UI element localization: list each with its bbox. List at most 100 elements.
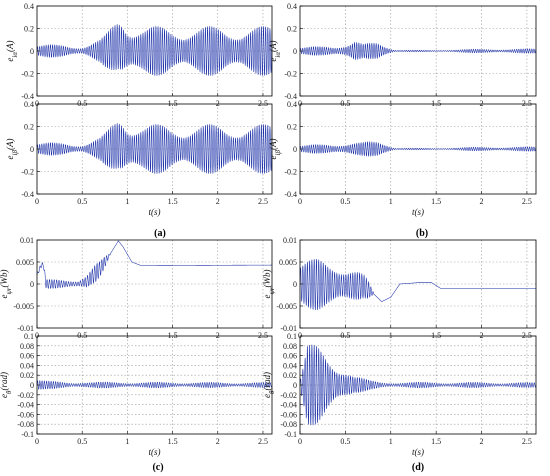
y-tick-label: 0 bbox=[293, 47, 297, 56]
x-tick-label: 0.5 bbox=[77, 99, 87, 108]
y-tick-label: 0.005 bbox=[279, 258, 297, 267]
y-tick-label: 0.1 bbox=[24, 332, 34, 341]
y-tick-label: 0.04 bbox=[283, 361, 297, 370]
y-tick-label: -0.4 bbox=[284, 92, 297, 101]
y-axis-label: eψr(Wb) bbox=[262, 269, 276, 298]
series-line bbox=[300, 141, 536, 157]
y-tick-label: 0.01 bbox=[283, 236, 297, 245]
x-tick-label: 1 bbox=[389, 331, 393, 340]
y-tick-label: 0.2 bbox=[24, 123, 34, 132]
y-tick-label: -0.005 bbox=[276, 302, 297, 311]
y-tick-label: -0.2 bbox=[284, 70, 297, 79]
x-tick-label: 2 bbox=[216, 331, 220, 340]
y-tick-label: -0.2 bbox=[21, 168, 34, 177]
x-axis-label: t(s) bbox=[412, 207, 424, 217]
x-tick-label: 2 bbox=[216, 99, 220, 108]
x-axis-label: t(s) bbox=[412, 447, 424, 457]
x-tick-label: 1.5 bbox=[431, 197, 441, 206]
y-tick-label: -0.02 bbox=[280, 391, 297, 400]
panel-label-a: (a) bbox=[154, 228, 166, 239]
y-axis-label: eiα(A) bbox=[268, 40, 282, 61]
x-tick-label: 2.5 bbox=[258, 331, 268, 340]
x-tick-label: 0 bbox=[298, 99, 302, 108]
y-tick-label: -0.2 bbox=[284, 168, 297, 177]
y-tick-label: -0.01 bbox=[17, 324, 34, 333]
x-tick-label: 2.5 bbox=[258, 197, 268, 206]
y-tick-label: -0.4 bbox=[21, 92, 34, 101]
x-tick-label: 2.5 bbox=[522, 437, 532, 446]
y-tick-label: 0.08 bbox=[283, 342, 297, 351]
y-tick-label: -0.06 bbox=[280, 410, 297, 419]
x-tick-label: 0.5 bbox=[77, 437, 87, 446]
chart-d-top: 0 0.5 1 1.5 2 2.5 -0.01 -0.005 0 0.005 0.01 eψr(Wb) bbox=[262, 236, 537, 340]
x-tick-label: 0.5 bbox=[340, 331, 350, 340]
x-tick-label: 2 bbox=[480, 197, 484, 206]
y-tick-label: -0.06 bbox=[17, 410, 34, 419]
y-axis-label: eiα(A) bbox=[5, 40, 19, 61]
y-axis-label: eθ(rad) bbox=[262, 372, 276, 398]
y-tick-label: 0.4 bbox=[287, 100, 297, 109]
series-line bbox=[37, 240, 272, 289]
x-tick-label: 1.5 bbox=[168, 99, 178, 108]
x-tick-label: 1 bbox=[389, 99, 393, 108]
x-tick-label: 1.5 bbox=[168, 437, 178, 446]
x-tick-label: 0 bbox=[298, 197, 302, 206]
series-line bbox=[300, 259, 536, 311]
y-tick-label: -0.2 bbox=[21, 70, 34, 79]
y-tick-label: 0.4 bbox=[287, 2, 297, 11]
y-tick-label: 0.04 bbox=[20, 361, 34, 370]
x-tick-label: 0.5 bbox=[340, 197, 350, 206]
y-tick-label: 0 bbox=[30, 47, 34, 56]
x-tick-label: 0.5 bbox=[77, 197, 87, 206]
x-tick-label: 0 bbox=[35, 331, 39, 340]
x-tick-label: 1 bbox=[125, 331, 129, 340]
y-tick-label: 0 bbox=[30, 381, 34, 390]
chart-c-bottom: 0 0.5 1 1.5 2 2.5-0.1-0.08-0.06-0.04-0.0200.0… bbox=[0, 332, 273, 457]
y-tick-label: -0.08 bbox=[280, 420, 297, 429]
x-tick-label: 2.5 bbox=[258, 437, 268, 446]
panel-label-d: (d) bbox=[412, 462, 424, 473]
x-tick-label: 0 bbox=[298, 331, 302, 340]
x-tick-label: 1.5 bbox=[431, 437, 441, 446]
chart-d-bottom: 0 0.5 1 1.5 2 2.5-0.1-0.08-0.06-0.04-0.0200.0… bbox=[262, 332, 537, 457]
x-tick-label: 2.5 bbox=[258, 99, 268, 108]
chart-b-top: 0 0.5 1 1.5 2 2.5 -0.4 -0.2 0 0.2 0.4 eiα(A) bbox=[268, 2, 537, 108]
series-line bbox=[37, 380, 272, 390]
y-tick-label: -0.01 bbox=[280, 324, 297, 333]
chart-c-top: 0 0.5 1 1.5 2 2.5 -0.01 -0.005 0 0.005 0.01 eψr(Wb) bbox=[0, 236, 273, 340]
x-axis-label: t(s) bbox=[149, 207, 161, 217]
x-tick-label: 0 bbox=[298, 437, 302, 446]
series-line bbox=[300, 344, 536, 426]
y-tick-label: 0 bbox=[293, 280, 297, 289]
x-tick-label: 0.5 bbox=[340, 437, 350, 446]
y-tick-label: -0.1 bbox=[284, 430, 297, 439]
x-tick-label: 2 bbox=[480, 331, 484, 340]
y-tick-label: -0.02 bbox=[17, 391, 34, 400]
x-tick-label: 1 bbox=[125, 197, 129, 206]
y-tick-label: 0.02 bbox=[20, 371, 34, 380]
y-tick-label: -0.08 bbox=[17, 420, 34, 429]
y-tick-label: 0.1 bbox=[287, 332, 297, 341]
chart-a-bottom: 0 0.5 1 1.5 2 2.5 -0.4 -0.2 0 0.2 0.4 eiβ(A) t(s) bbox=[5, 100, 273, 217]
chart-a-top: 0 0.5 1 1.5 2 2.5 -0.4 -0.2 0 0.2 0.4 eiα(A) bbox=[5, 2, 273, 108]
x-tick-label: 2 bbox=[216, 197, 220, 206]
y-tick-label: 0 bbox=[293, 381, 297, 390]
y-tick-label: -0.005 bbox=[13, 302, 34, 311]
y-tick-label: 0.2 bbox=[24, 25, 34, 34]
x-tick-label: 2.5 bbox=[522, 197, 532, 206]
x-tick-label: 1.5 bbox=[168, 331, 178, 340]
series-line bbox=[37, 24, 272, 77]
y-tick-label: 0.2 bbox=[287, 25, 297, 34]
y-tick-label: 0 bbox=[293, 145, 297, 154]
x-tick-label: 2 bbox=[480, 437, 484, 446]
y-tick-label: 0 bbox=[30, 280, 34, 289]
y-tick-label: 0.4 bbox=[24, 100, 34, 109]
x-tick-label: 2 bbox=[216, 437, 220, 446]
x-tick-label: 0 bbox=[35, 437, 39, 446]
x-tick-label: 0.5 bbox=[77, 331, 87, 340]
y-tick-label: 0.005 bbox=[16, 258, 34, 267]
series-line bbox=[37, 123, 272, 175]
x-tick-label: 2.5 bbox=[522, 99, 532, 108]
y-tick-label: 0.06 bbox=[283, 352, 297, 361]
